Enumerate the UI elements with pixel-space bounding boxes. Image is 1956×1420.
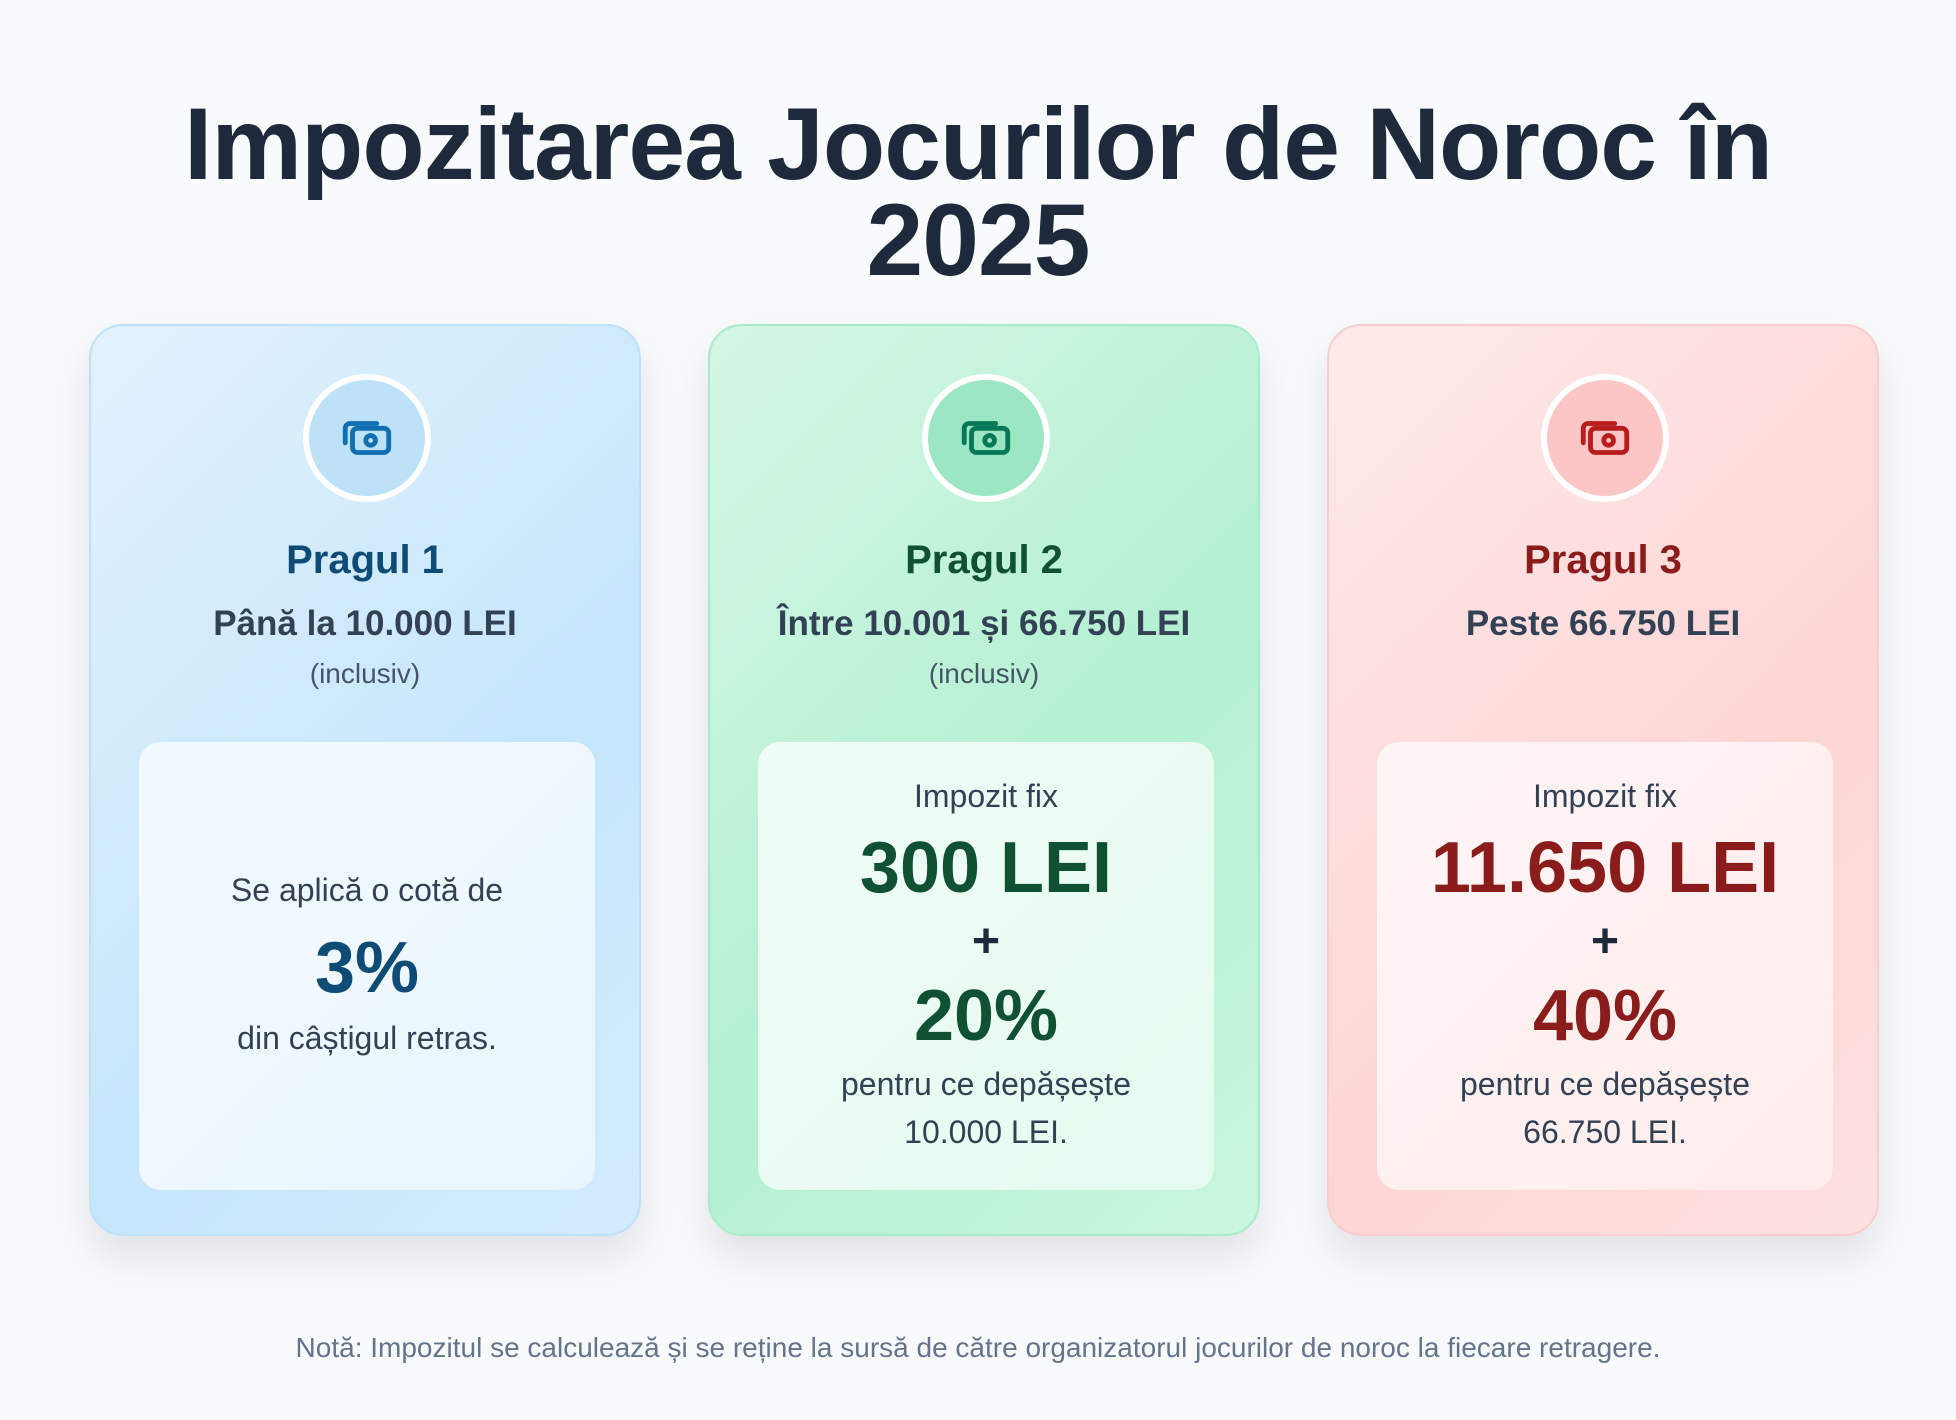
page-title: Impozitarea Jocurilor de Noroc în 2025 xyxy=(0,87,1956,298)
tier-2-inclusive-note: (inclusiv) xyxy=(928,658,1040,689)
tier-1-name: Pragul 1 xyxy=(286,538,444,582)
tier-3-name: Pragul 3 xyxy=(1524,538,1682,582)
money-icon xyxy=(961,421,1011,455)
tier-1-rate: 3% xyxy=(314,928,420,1008)
tier-2-name: Pragul 2 xyxy=(905,538,1063,582)
tier-2-range: Între 10.001 și 66.750 LEI xyxy=(777,604,1191,643)
tier-3-description-line-1: pentru ce depășește xyxy=(1460,1066,1750,1102)
page-title-line-1: Impozitarea Jocurilor de Noroc în xyxy=(184,87,1773,202)
tier-2-fixed-amount: 300 LEI xyxy=(859,828,1113,908)
page-title-line-2: 2025 xyxy=(866,183,1091,298)
tier-2-plus-sign: + xyxy=(971,915,1001,968)
tier-3-fixed-amount: 11.650 LEI xyxy=(1430,828,1780,908)
tier-2-fixed-label: Impozit fix xyxy=(913,778,1059,814)
tier-card-2: Pragul 2 Între 10.001 și 66.750 LEI (inc… xyxy=(708,324,1260,1236)
tier-card-3: Pragul 3 Peste 66.750 LEI Impozit fix 11… xyxy=(1327,324,1879,1236)
tier-2-rate: 20% xyxy=(913,976,1059,1056)
tier-1-inclusive-note: (inclusiv) xyxy=(309,658,421,689)
money-icon xyxy=(1580,421,1630,455)
tier-2-description: pentru ce depășește 10.000 LEI. xyxy=(758,1060,1214,1156)
tier-3-description-line-2: 66.750 LEI. xyxy=(1523,1114,1687,1150)
tier-1-icon-badge xyxy=(303,374,431,502)
tier-3-range: Peste 66.750 LEI xyxy=(1465,604,1741,643)
tier-3-icon-badge xyxy=(1541,374,1669,502)
tier-2-description-line-1: pentru ce depășește xyxy=(841,1066,1131,1102)
tier-3-tax-box: Impozit fix 11.650 LEI + 40% pentru ce d… xyxy=(1377,742,1833,1190)
tier-1-tax-box: Se aplică o cotă de 3% din câștigul retr… xyxy=(139,742,595,1190)
tier-2-tax-box: Impozit fix 300 LEI + 20% pentru ce depă… xyxy=(758,742,1214,1190)
tier-1-rate-intro: Se aplică o cotă de xyxy=(230,872,504,908)
tier-2-icon-badge xyxy=(922,374,1050,502)
tier-3-rate: 40% xyxy=(1532,976,1678,1056)
tier-3-fixed-label: Impozit fix xyxy=(1532,778,1678,814)
tier-3-description: pentru ce depășește 66.750 LEI. xyxy=(1377,1060,1833,1156)
tier-2-description-line-2: 10.000 LEI. xyxy=(904,1114,1068,1150)
tier-1-rate-suffix: din câștigul retras. xyxy=(237,1020,497,1056)
tier-3-plus-sign: + xyxy=(1590,915,1620,968)
tier-1-range: Până la 10.000 LEI xyxy=(213,604,517,643)
money-icon xyxy=(342,421,392,455)
tier-card-1: Pragul 1 Până la 10.000 LEI (inclusiv) S… xyxy=(89,324,641,1236)
footer-note: Notă: Impozitul se calculează și se reți… xyxy=(295,1332,1661,1363)
